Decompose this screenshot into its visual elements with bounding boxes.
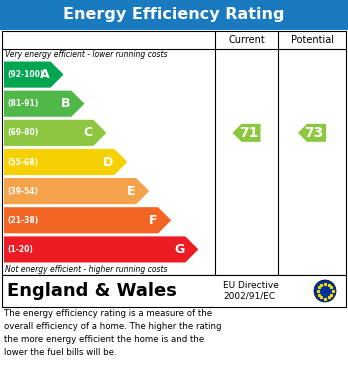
Text: F: F [149,214,157,227]
Text: B: B [61,97,70,110]
Text: G: G [174,243,184,256]
Bar [2,31,346,275]
Polygon shape [4,236,198,262]
Text: The energy efficiency rating is a measure of the
overall efficiency of a home. T: The energy efficiency rating is a measur… [4,309,221,357]
Text: 2002/91/EC: 2002/91/EC [223,292,275,301]
Text: (21-38): (21-38) [7,216,38,225]
Polygon shape [4,207,171,233]
Text: Potential: Potential [291,35,333,45]
Polygon shape [4,149,127,175]
Text: (92-100): (92-100) [7,70,44,79]
Polygon shape [232,124,261,142]
Text: E: E [127,185,135,197]
Polygon shape [4,120,106,146]
Text: EU Directive: EU Directive [223,282,279,291]
Text: Energy Efficiency Rating: Energy Efficiency Rating [63,7,285,23]
Polygon shape [298,124,326,142]
Text: (69-80): (69-80) [7,128,38,137]
Polygon shape [4,178,149,204]
Polygon shape [4,61,64,88]
Text: A: A [40,68,49,81]
Bar [2,275,346,307]
Text: (81-91): (81-91) [7,99,38,108]
Text: 73: 73 [304,126,324,140]
Text: Not energy efficient - higher running costs: Not energy efficient - higher running co… [5,265,167,274]
Text: (1-20): (1-20) [7,245,33,254]
Text: D: D [103,156,113,169]
Text: Current: Current [228,35,265,45]
Text: (39-54): (39-54) [7,187,38,196]
Bar [0,0,348,30]
Polygon shape [4,91,85,117]
Text: England & Wales: England & Wales [7,282,177,300]
Text: 71: 71 [239,126,258,140]
Text: C: C [83,126,92,139]
Text: (55-68): (55-68) [7,158,38,167]
Text: Very energy efficient - lower running costs: Very energy efficient - lower running co… [5,50,167,59]
Circle shape [314,280,336,302]
